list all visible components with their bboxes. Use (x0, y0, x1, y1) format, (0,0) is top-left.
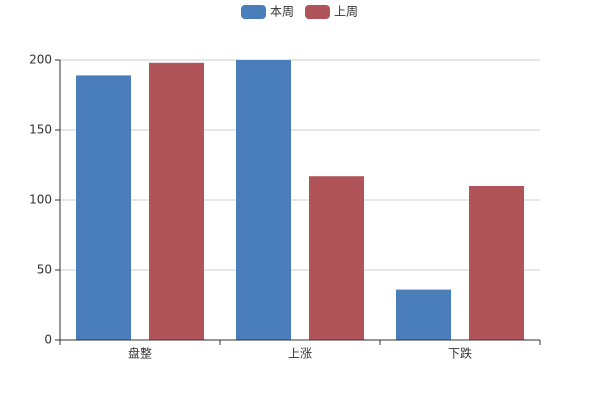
y-tick-label: 200 (29, 53, 52, 67)
bar (309, 176, 364, 340)
x-tick-label: 下跌 (448, 346, 472, 361)
legend-swatch (241, 5, 266, 19)
legend-swatch (305, 5, 330, 19)
bar (149, 62, 204, 341)
y-tick-label: 100 (29, 193, 52, 207)
bar (76, 75, 131, 341)
y-tick-label: 0 (44, 333, 52, 347)
bar (396, 289, 451, 340)
x-tick-label: 盘整 (128, 346, 152, 361)
legend-label: 本周 (270, 5, 294, 19)
x-tick-label: 上涨 (288, 346, 312, 361)
bar (236, 60, 291, 340)
y-tick-label: 50 (37, 263, 52, 277)
bar (469, 186, 524, 340)
legend-label: 上周 (334, 5, 358, 19)
y-tick-label: 150 (29, 123, 52, 137)
